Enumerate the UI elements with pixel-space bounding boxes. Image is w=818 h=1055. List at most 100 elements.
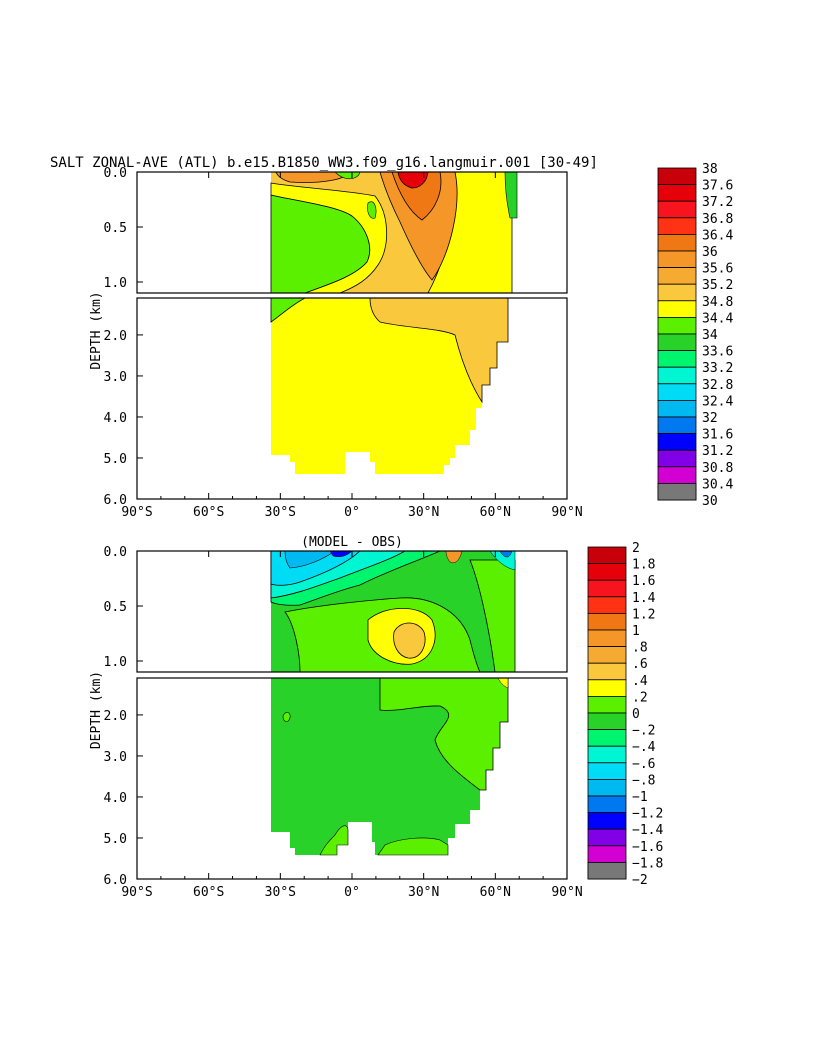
bottom-lower-green-ne (379, 678, 509, 791)
top-lower-base (271, 298, 508, 474)
colorbar-swatch (657, 466, 697, 484)
bottom-surface-orange (445, 551, 463, 564)
colorbar-label: −2 (632, 873, 648, 888)
colorbar-swatch (657, 217, 697, 235)
x-tick-label: 60°S (193, 505, 224, 520)
colorbar-label: 34.8 (702, 295, 733, 310)
colorbar-label: 34 (702, 328, 718, 343)
bottom-lower-green-floor (319, 825, 349, 856)
top-lower-field (270, 298, 509, 474)
colorbar-swatch (657, 250, 697, 269)
colorbar-label: 35.6 (702, 262, 733, 277)
top-upper-field (270, 172, 518, 293)
colorbar-label: 33.2 (702, 361, 733, 376)
colorbar-label: .2 (632, 690, 648, 705)
colorbar-label: 36 (702, 245, 718, 260)
y-axis-label: DEPTH (km) (89, 291, 104, 369)
y-tick-label: 3.0 (104, 370, 127, 385)
colorbar-label: 35.2 (702, 278, 733, 293)
colorbar-swatch (587, 712, 627, 731)
colorbar-swatch (587, 679, 627, 697)
colorbar-label: 31.2 (702, 444, 733, 459)
colorbar-label: −.2 (632, 724, 655, 739)
colorbar-swatch (587, 613, 627, 631)
colorbar-label: −1 (632, 790, 648, 805)
bottom-green-east (469, 559, 516, 672)
y-tick-label: 2.0 (104, 329, 127, 344)
colorbar-label: −.6 (632, 757, 655, 772)
axes-layer: 90°S 60°S 30°S 0° 30°N 60°N 90°N 0.0 0.5 1.0 2.0 3.… (89, 166, 583, 900)
colorbar-label: 30 (702, 494, 718, 509)
bottom-orange-patch (393, 622, 426, 659)
colorbar-label: 1.2 (632, 607, 655, 622)
colorbar-label: 32.4 (702, 394, 733, 409)
colorbar-swatch-bottom (587, 862, 627, 880)
colorbar-swatch (657, 300, 697, 318)
x-tick-label: 90°N (551, 505, 582, 520)
y-tick-label: 6.0 (104, 493, 127, 508)
top-red-core (397, 172, 429, 189)
colorbar-swatch (657, 433, 697, 451)
figure-title: SALT ZONAL-AVE (ATL) b.e15.B1850_WW3.f09… (50, 155, 598, 171)
colorbar-swatch (657, 383, 697, 401)
y-tick-label: 0.5 (104, 221, 127, 236)
y-tick-label: 0.0 (104, 166, 127, 181)
colorbar-swatch (587, 696, 627, 714)
colorbar-swatch (587, 828, 627, 847)
colorbar-swatch (587, 629, 627, 648)
x-tick-label: 0° (344, 505, 360, 520)
colorbar-label: .4 (632, 674, 648, 689)
y-tick-label: 1.0 (104, 276, 127, 291)
top-green-spot-eq (367, 201, 377, 219)
top-arctic-fresh (504, 172, 518, 219)
colorbar-swatch (587, 662, 627, 681)
colorbar-swatch (587, 762, 627, 780)
colorbar-swatch (587, 563, 627, 581)
y-axis-label: DEPTH (km) (89, 671, 104, 749)
y-tick-label: 3.0 (104, 750, 127, 765)
colorbar-label: 32 (702, 411, 718, 426)
colorbar-swatch (587, 546, 627, 565)
colorbar-label: 33.6 (702, 345, 733, 360)
x-tick-label: 90°S (121, 505, 152, 520)
colorbar-label: −1.8 (632, 856, 663, 871)
top-yellow-central-water (270, 182, 388, 293)
colorbar-label: −.8 (632, 773, 655, 788)
colorbar-label: 1.6 (632, 574, 655, 589)
colorbar-swatch (657, 167, 697, 186)
x-tick-label: 30°N (408, 505, 439, 520)
colorbar-swatch (657, 233, 697, 252)
top-lower-orange (369, 298, 509, 404)
x-tick-label: 60°N (480, 505, 511, 520)
y-tick-label: 2.0 (104, 709, 127, 724)
colorbar-swatch (587, 579, 627, 598)
colorbar-label: 36.8 (702, 212, 733, 227)
y-tick-label: 0.5 (104, 600, 127, 615)
colorbar-label: −1.6 (632, 840, 663, 855)
colorbar-swatch (657, 184, 697, 202)
bottom-lower-field (271, 678, 509, 856)
colorbar-swatch (657, 267, 697, 285)
colorbar-swatch (657, 333, 697, 352)
bottom-panel-title: (MODEL - OBS) (301, 535, 403, 550)
bottom-fresh-sw-blue (284, 551, 336, 569)
x-tick-label: 90°N (551, 885, 582, 900)
colorbar-label: 31.6 (702, 428, 733, 443)
colorbar-label: 32.8 (702, 378, 733, 393)
x-tick-label: 30°N (408, 885, 439, 900)
colorbar-label: 1 (632, 624, 640, 639)
x-tick-label: 0° (344, 885, 360, 900)
colorbar-label: 30.8 (702, 461, 733, 476)
colorbar-swatch (657, 316, 697, 335)
colorbar-label: −1.4 (632, 823, 663, 838)
colorbar-label: 37.2 (702, 195, 733, 210)
colorbar-label: .6 (632, 657, 648, 672)
colorbar-swatch (657, 366, 697, 385)
colorbar-swatch (587, 729, 627, 747)
colorbar-swatch (657, 283, 697, 302)
colorbar-label: 37.6 (702, 179, 733, 194)
colorbar-swatch (587, 596, 627, 614)
bottom-lower-green-spot (282, 712, 291, 722)
bottom-lower-green-floor2 (377, 837, 449, 856)
